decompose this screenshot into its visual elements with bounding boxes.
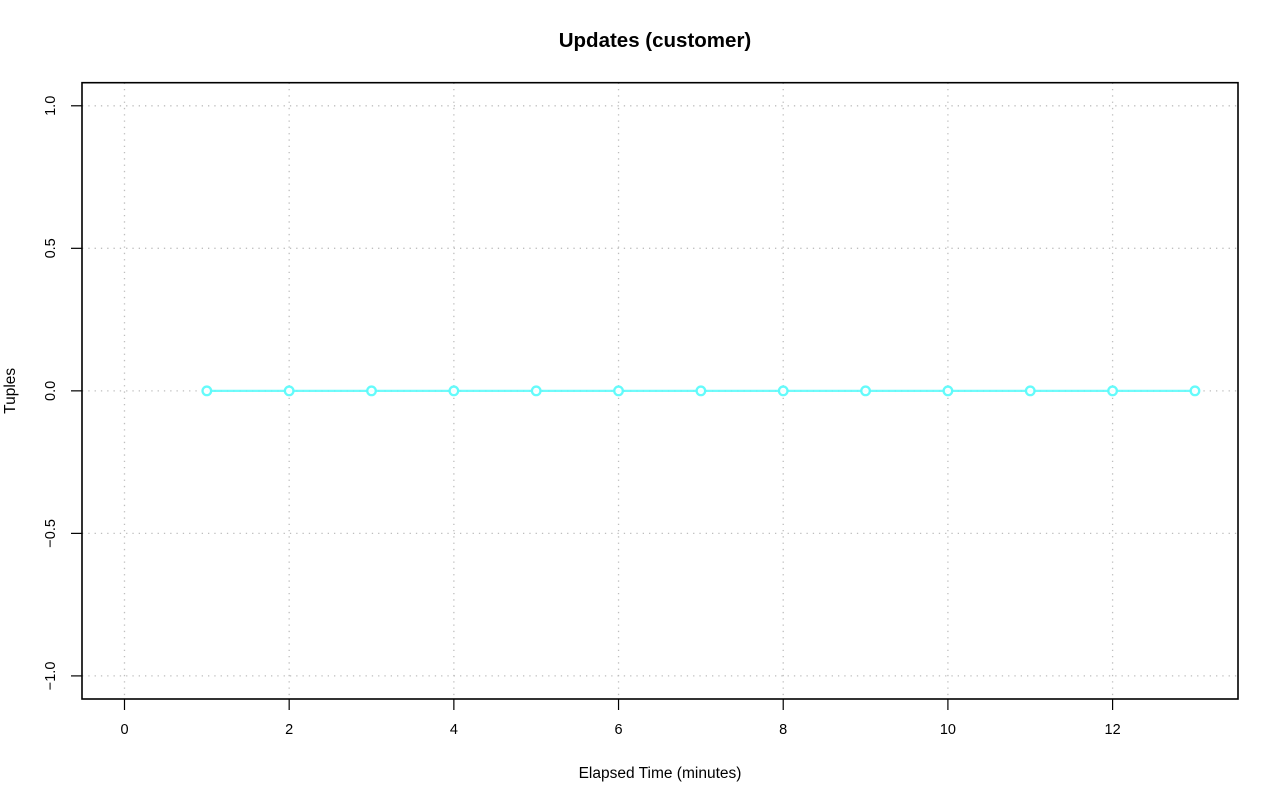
svg-text:8: 8 [779, 722, 787, 738]
svg-text:10: 10 [940, 722, 956, 738]
svg-text:−1.0: −1.0 [43, 662, 59, 691]
svg-text:0.5: 0.5 [43, 238, 59, 258]
svg-text:−0.5: −0.5 [43, 519, 59, 548]
svg-text:2: 2 [285, 722, 293, 738]
svg-text:6: 6 [615, 722, 623, 738]
svg-text:0: 0 [120, 722, 128, 738]
svg-text:Updates (customer): Updates (customer) [559, 29, 752, 52]
svg-text:12: 12 [1105, 722, 1121, 738]
svg-text:1.0: 1.0 [43, 96, 59, 116]
svg-text:0.0: 0.0 [43, 381, 59, 401]
svg-text:Tuples: Tuples [2, 368, 19, 414]
svg-text:4: 4 [450, 722, 458, 738]
svg-text:Elapsed Time (minutes): Elapsed Time (minutes) [579, 765, 742, 782]
